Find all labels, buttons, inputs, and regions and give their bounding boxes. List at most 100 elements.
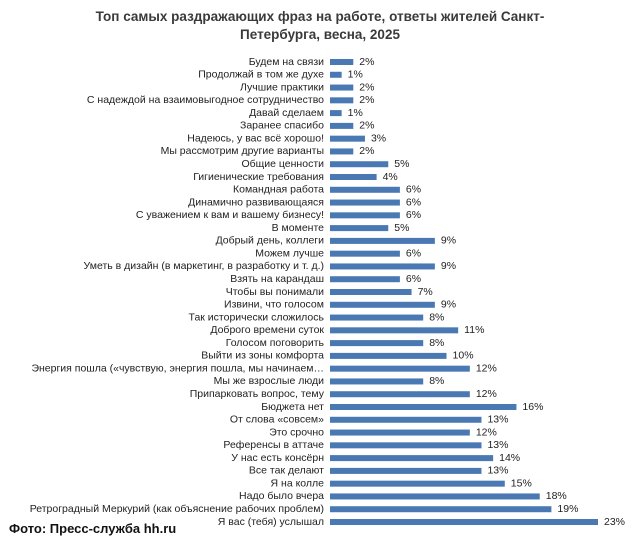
bar <box>330 519 598 525</box>
value-label: 14% <box>499 452 520 464</box>
value-label: 23% <box>604 516 625 528</box>
value-label: 8% <box>429 337 444 349</box>
category-label: Чтобы вы понимали <box>226 286 324 298</box>
value-label: 2% <box>359 120 374 132</box>
value-label: 12% <box>476 388 497 400</box>
value-label: 8% <box>429 311 444 323</box>
value-label: 11% <box>464 324 484 336</box>
bar <box>330 161 389 168</box>
bar <box>330 416 482 423</box>
category-label: Можем лучше <box>255 247 324 259</box>
category-label: От слова «совсем» <box>230 414 324 426</box>
value-label: 5% <box>394 158 409 170</box>
bar <box>330 378 424 385</box>
category-label: Гигиенические требования <box>193 171 324 183</box>
category-label: Командная работа <box>233 184 324 196</box>
chart-title: Топ самых раздражающих фраз на работе, о… <box>95 9 545 42</box>
bar <box>330 506 552 513</box>
bar <box>330 135 365 142</box>
category-label: Мы рассмотрим другие варианты <box>161 145 324 157</box>
category-label: Все так делают <box>249 465 324 477</box>
bar <box>330 442 482 449</box>
value-label: 12% <box>476 362 497 374</box>
category-label: Припарковать вопрос, тему <box>190 388 325 400</box>
value-label: 3% <box>371 132 386 144</box>
value-label: 5% <box>394 222 409 234</box>
bar <box>330 301 435 308</box>
category-label: Лучшие практики <box>240 81 324 93</box>
value-label: 2% <box>359 145 374 157</box>
value-label: 6% <box>406 196 421 208</box>
bar <box>330 429 470 436</box>
value-label: 9% <box>441 260 456 272</box>
bar <box>330 327 459 334</box>
value-label: 6% <box>406 209 421 221</box>
category-label: Продолжай в том же духе <box>198 69 324 81</box>
value-label: 2% <box>359 94 374 106</box>
category-label: Доброго времени суток <box>210 324 324 336</box>
photo-caption: Фото: Пресс-служба hh.ru <box>6 521 180 536</box>
category-label: Уметь в дизайн (в маркетинг, в разработк… <box>84 260 324 272</box>
category-label: Надеюсь, у вас всё хорошо! <box>187 132 324 144</box>
category-label: Взять на карандаш <box>230 273 324 285</box>
bar <box>330 212 400 219</box>
category-label: Заранее спасибо <box>240 120 324 132</box>
value-label: 16% <box>522 401 543 413</box>
category-label: Бюджета нет <box>261 401 324 413</box>
bar <box>330 71 342 78</box>
category-label: Мы же взрослые люди <box>214 375 325 387</box>
value-label: 19% <box>557 503 578 515</box>
category-label: Добрый день, коллеги <box>216 235 325 247</box>
category-label: Референсы в аттаче <box>223 439 324 451</box>
bar <box>330 276 400 283</box>
bar <box>330 237 435 244</box>
category-label: С надеждой на взаимовыгодное сотрудничес… <box>87 94 324 106</box>
value-label: 13% <box>487 414 508 426</box>
category-label: Извини, что голосом <box>224 299 324 311</box>
bar <box>330 174 377 180</box>
bar <box>330 455 494 462</box>
category-label: Выйти из зоны комфорта <box>201 350 324 362</box>
bar <box>330 365 470 372</box>
category-label: У нас есть консёрн <box>231 452 324 464</box>
category-label: С уважением к вам и вашему бизнесу! <box>136 209 324 221</box>
bar <box>330 148 354 155</box>
value-label: 12% <box>476 426 497 438</box>
bar <box>330 122 354 129</box>
bar <box>330 110 342 117</box>
bar <box>330 352 447 359</box>
bar <box>330 289 412 295</box>
value-label: 4% <box>383 171 398 183</box>
value-label: 2% <box>359 56 374 68</box>
category-label: Динамично развивающаяся <box>188 196 324 208</box>
bar <box>330 404 517 410</box>
value-label: 18% <box>546 490 567 502</box>
bar <box>330 493 540 500</box>
category-label: Давай сделаем <box>249 107 324 119</box>
bar <box>330 186 400 193</box>
value-label: 9% <box>441 299 456 311</box>
value-label: 13% <box>487 465 508 477</box>
value-label: 13% <box>487 439 508 451</box>
bar <box>330 391 470 398</box>
category-label: Я на колле <box>271 477 325 489</box>
bar <box>330 263 435 270</box>
category-label: В моменте <box>272 222 325 234</box>
value-label: 15% <box>511 477 532 489</box>
value-label: 10% <box>453 350 474 362</box>
value-label: 6% <box>406 247 421 259</box>
bar <box>330 225 389 232</box>
value-label: 7% <box>418 286 433 298</box>
value-label: 2% <box>359 81 374 93</box>
category-label: Ретроградный Меркурий (как объяснение ра… <box>30 503 324 515</box>
bar <box>330 314 424 321</box>
bar <box>330 59 354 65</box>
category-label: Энергия пошла («чувствую, энергия пошла,… <box>31 362 324 374</box>
value-label: 6% <box>406 273 421 285</box>
value-label: 1% <box>348 107 363 119</box>
category-label: Так исторически сложилось <box>189 311 325 323</box>
bar <box>330 199 400 206</box>
bar <box>330 467 482 474</box>
